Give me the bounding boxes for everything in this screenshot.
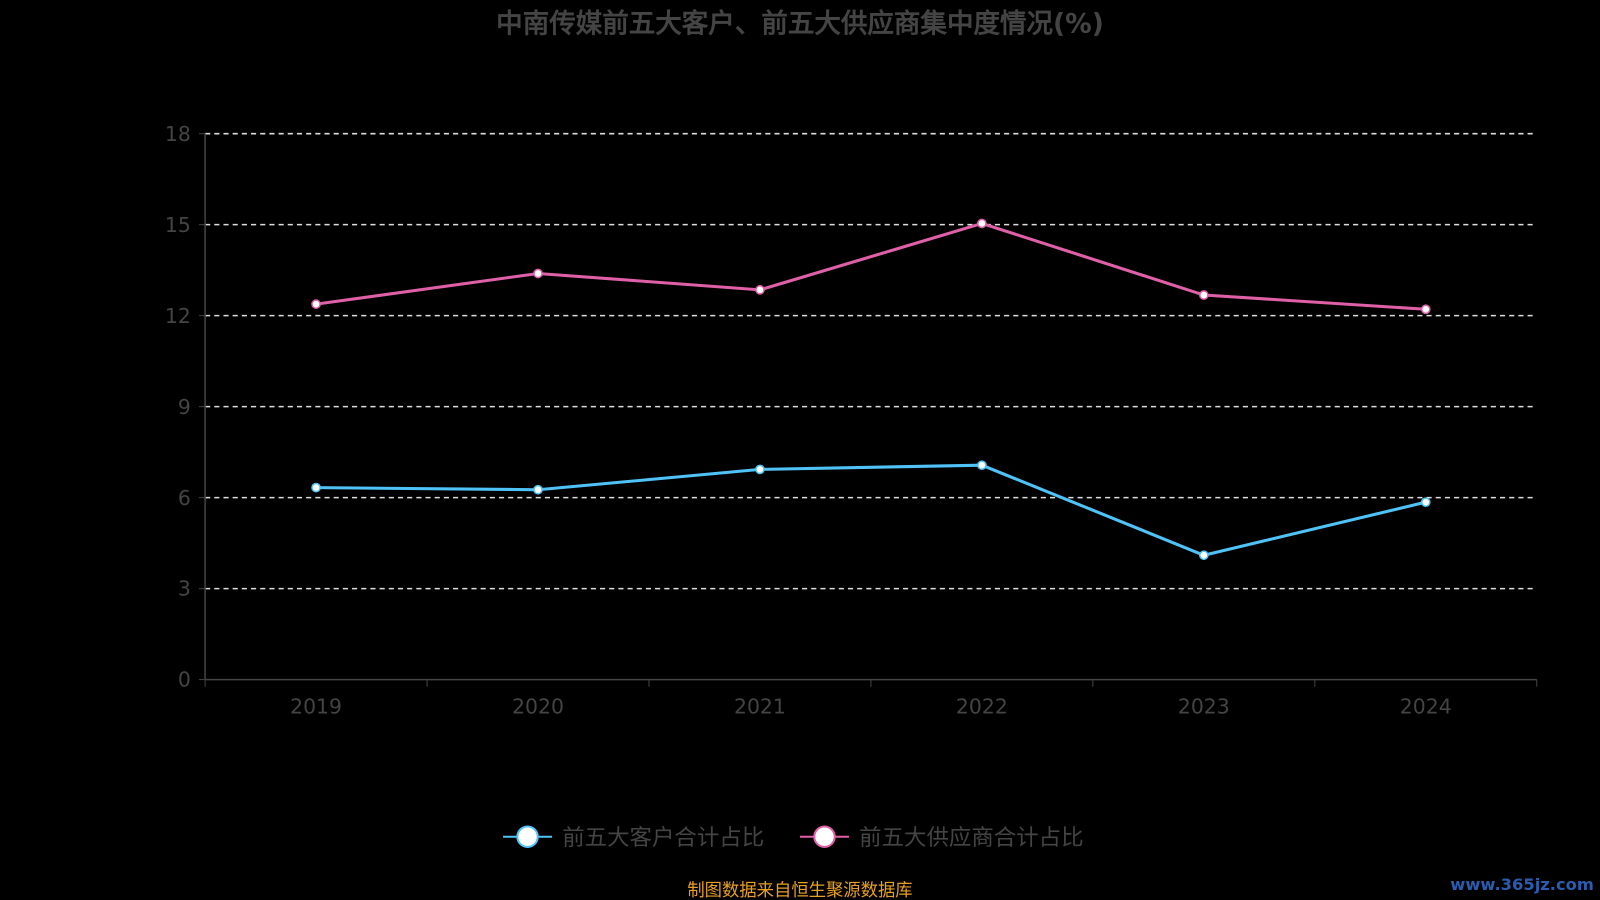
series-line-1: [315, 221, 1426, 311]
y-tick-label: 15: [165, 213, 191, 237]
legend-label: 前五大供应商合计占比: [859, 825, 1083, 851]
x-tick-label: 2019: [290, 694, 342, 718]
series-line-0: [316, 463, 1427, 557]
data-point: [1198, 550, 1209, 561]
data-point: [533, 268, 543, 279]
y-tick-label: 12: [165, 304, 191, 328]
data-point: [977, 218, 987, 229]
y-tick-label: 9: [178, 395, 191, 419]
chart-title: 中南传媒前五大客户、前五大供应商集中度情况(%): [496, 9, 1104, 40]
grid: [205, 132, 1537, 590]
watermark: www.365jz.com: [1450, 875, 1594, 894]
legend: 前五大客户合计占比 前五大供应商合计占比: [503, 825, 1084, 851]
legend-marker: [813, 825, 836, 848]
legend-label: 前五大客户合计占比: [562, 825, 764, 851]
y-tick-label: 6: [178, 486, 191, 510]
data-point: [1420, 497, 1431, 508]
data-point: [311, 482, 321, 493]
y-tick-label: 0: [178, 668, 191, 692]
data-point: [1420, 304, 1431, 315]
y-tick-label: 3: [178, 577, 191, 601]
source-note: 制图数据来自恒生聚源数据库: [687, 881, 912, 900]
data-point: [311, 299, 321, 309]
x-tick-label: 2021: [734, 694, 786, 718]
data-point: [1198, 290, 1209, 300]
legend-marker: [516, 825, 539, 848]
data-point: [977, 460, 987, 471]
data-point: [533, 484, 543, 495]
x-tick-label: 2020: [512, 694, 564, 718]
y-tick-label: 18: [165, 122, 191, 146]
series-group: [311, 218, 1431, 561]
data-point: [755, 464, 765, 475]
data-point: [755, 285, 765, 295]
x-tick-label: 2022: [956, 694, 1008, 718]
x-tick-label: 2024: [1400, 694, 1452, 718]
x-tick-label: 2023: [1178, 694, 1230, 718]
axes: 0 3 6 9 12 15 18 2019 2020 2021 2022 2023 2024: [165, 122, 1538, 718]
